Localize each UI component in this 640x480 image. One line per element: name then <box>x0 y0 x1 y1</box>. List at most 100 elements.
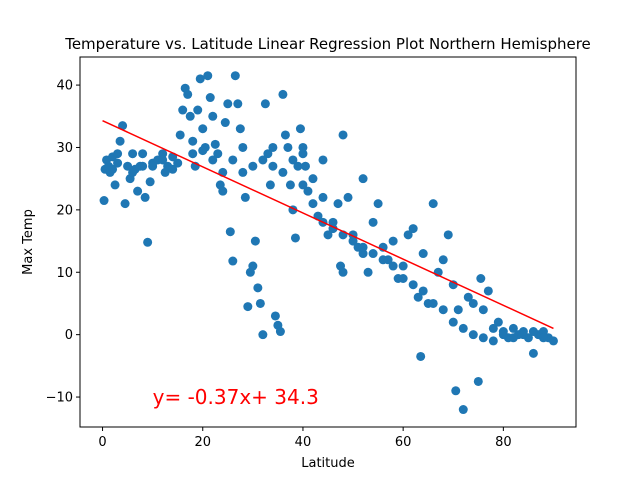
data-point <box>358 249 368 259</box>
data-point <box>258 155 268 165</box>
data-point <box>110 180 120 190</box>
plot-frame <box>79 56 577 428</box>
data-point <box>228 256 238 266</box>
data-point <box>158 149 168 159</box>
data-point <box>358 174 368 184</box>
data-point <box>300 161 310 171</box>
data-point <box>368 249 378 259</box>
data-point <box>548 336 558 346</box>
data-point <box>398 274 408 284</box>
data-point <box>468 298 478 308</box>
data-point <box>403 230 413 240</box>
data-point <box>113 158 123 168</box>
data-point <box>138 149 148 159</box>
data-point <box>318 192 328 202</box>
data-point <box>230 71 240 81</box>
regression-line <box>102 119 554 330</box>
data-point <box>368 217 378 227</box>
data-point <box>498 330 508 340</box>
data-point <box>115 136 125 146</box>
data-point <box>220 118 230 128</box>
x-axis-label: Latitude <box>301 456 355 471</box>
data-point <box>488 336 498 346</box>
data-point <box>448 317 458 327</box>
data-point <box>185 111 195 121</box>
data-point <box>143 237 153 247</box>
data-point <box>288 155 298 165</box>
data-point <box>363 267 373 277</box>
data-point <box>140 192 150 202</box>
data-point <box>348 236 358 246</box>
data-point <box>263 149 273 159</box>
data-point <box>99 196 109 206</box>
data-point <box>468 330 478 340</box>
data-point <box>208 155 218 165</box>
data-point <box>293 161 303 171</box>
data-point <box>418 249 428 259</box>
x-tick-label: 20 <box>194 435 211 450</box>
data-point <box>178 105 188 115</box>
data-point <box>438 255 448 265</box>
x-tick-label: 60 <box>395 435 412 450</box>
data-point <box>243 302 253 312</box>
data-point <box>488 323 498 333</box>
data-point <box>538 333 548 343</box>
data-point <box>168 164 178 174</box>
data-point <box>388 236 398 246</box>
data-point <box>333 199 343 209</box>
data-point <box>265 180 275 190</box>
data-point <box>338 267 348 277</box>
data-point <box>210 139 220 149</box>
data-point <box>388 261 398 271</box>
data-point <box>476 274 486 284</box>
y-tick-label: 40 <box>56 79 73 94</box>
x-tick-label: 80 <box>495 435 512 450</box>
data-point <box>233 99 243 109</box>
data-point <box>278 89 288 99</box>
data-point <box>451 386 461 396</box>
data-points <box>99 71 558 415</box>
data-point <box>235 124 245 134</box>
data-point <box>275 327 285 337</box>
data-point <box>428 298 438 308</box>
x-axis-ticks: 0 20 40 60 80 <box>98 427 512 450</box>
x-tick-label: 0 <box>98 435 106 450</box>
data-point <box>113 149 123 159</box>
data-point <box>278 167 288 177</box>
data-point <box>483 286 493 296</box>
data-point <box>228 155 238 165</box>
data-point <box>378 255 388 265</box>
data-point <box>493 317 503 327</box>
data-point <box>438 305 448 315</box>
data-point <box>203 71 213 81</box>
data-point <box>308 174 318 184</box>
data-point <box>453 305 463 315</box>
data-point <box>108 164 118 174</box>
data-point <box>240 192 250 202</box>
data-point <box>223 99 233 109</box>
data-point <box>358 242 368 252</box>
data-point <box>298 180 308 190</box>
y-tick-label: 20 <box>56 203 73 218</box>
data-point <box>255 298 265 308</box>
data-point <box>138 161 148 171</box>
data-point <box>148 161 158 171</box>
data-point <box>473 376 483 386</box>
data-point <box>128 149 138 159</box>
data-point <box>458 405 468 415</box>
data-point <box>303 186 313 196</box>
data-point <box>508 323 518 333</box>
data-point <box>133 186 143 196</box>
data-point <box>428 199 438 209</box>
data-point <box>173 158 183 168</box>
data-point <box>218 186 228 196</box>
data-point <box>198 124 208 134</box>
data-point <box>128 167 138 177</box>
data-point <box>318 155 328 165</box>
y-tick-label: −10 <box>46 391 73 406</box>
data-point <box>538 327 548 337</box>
data-point <box>205 93 215 103</box>
data-point <box>478 305 488 315</box>
data-point <box>213 149 223 159</box>
data-point <box>413 292 423 302</box>
